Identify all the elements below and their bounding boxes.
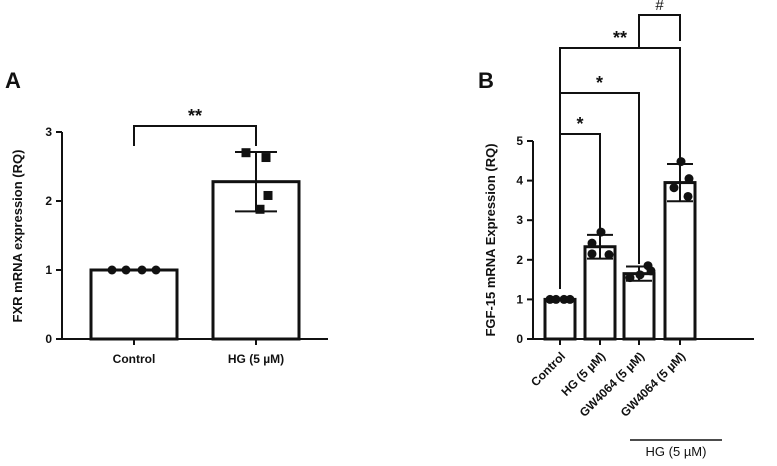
panel-b-significance-bracket <box>638 14 681 48</box>
panel-a-y-tick-label: 2 <box>45 194 52 208</box>
panel-b-y-tick-label: 4 <box>516 174 523 188</box>
panel-b-y-tick-label: 5 <box>516 134 523 148</box>
panel-a-x-tick-label: HG (5 µM) <box>228 352 284 366</box>
panel-a-data-point <box>255 204 265 214</box>
panel-b-data-point <box>625 273 635 283</box>
panel-a-y-axis-title: FXR mRNA expression (RQ) <box>10 150 25 323</box>
panel-a-data-point <box>121 265 131 275</box>
panel-a-x-tick-label: Control <box>113 352 156 366</box>
panel-b-significance-label: * <box>576 114 583 134</box>
panel-b-bar <box>663 181 697 341</box>
panel-a-significance-bracket <box>133 125 257 146</box>
panel-b-data-point <box>669 183 679 193</box>
panel-b-y-tick-label: 0 <box>516 332 523 346</box>
panel-b-letter: B <box>478 68 494 93</box>
panel-b-y-axis-title: FGF-15 mRNA Expression (RQ) <box>483 143 498 336</box>
panel-b-x-tick-label: Control <box>528 349 568 389</box>
panel-a-data-point <box>241 148 251 158</box>
panel-a-data-point <box>263 190 273 200</box>
panel-b-y-tick-label: 3 <box>516 213 523 227</box>
panel-a-y-tick-label: 3 <box>45 125 52 139</box>
panel-b-data-point <box>684 174 694 184</box>
panel-b-bar <box>583 245 617 341</box>
panel-a-data-point <box>151 265 161 275</box>
panel-b-significance-label: ** <box>613 28 627 48</box>
panel-b-data-point <box>646 266 656 276</box>
panel-b-chart: B FGF-15 mRNA Expression (RQ) 0 1 2 3 4 5 Cont… <box>478 0 754 459</box>
panel-b-data-point <box>551 294 561 304</box>
panel-a-chart: A FXR mRNA expression (RQ) 0 1 2 3 Control HG… <box>5 68 328 366</box>
panel-b-data-point <box>683 191 693 201</box>
panel-b-bar <box>543 297 577 341</box>
panel-b-y-tick-label: 2 <box>516 253 523 267</box>
panel-b-significance-label: # <box>655 0 664 14</box>
panel-b-group-bracket-label: HG (5 µM) <box>646 444 707 459</box>
panel-b-data-point <box>587 249 597 259</box>
panel-a-data-point <box>137 265 147 275</box>
panel-b-significance-bracket <box>559 47 681 289</box>
panel-b-y-tick-label: 1 <box>516 292 523 306</box>
panel-b-bar <box>622 272 656 341</box>
panel-b-data-point <box>565 294 575 304</box>
panel-a-letter: A <box>5 68 21 93</box>
panel-a-y-tick-label: 1 <box>45 263 52 277</box>
panel-b-data-point <box>635 270 645 280</box>
panel-a-y-tick-label: 0 <box>45 332 52 346</box>
panel-a-data-point <box>261 153 271 163</box>
panel-b-data-point <box>587 238 597 248</box>
panel-b-significance-label: * <box>596 73 603 93</box>
panel-a-bar <box>89 268 179 341</box>
panel-a-data-point <box>107 265 117 275</box>
panel-b-data-point <box>604 250 614 260</box>
panel-a-significance-label: ** <box>188 106 202 126</box>
